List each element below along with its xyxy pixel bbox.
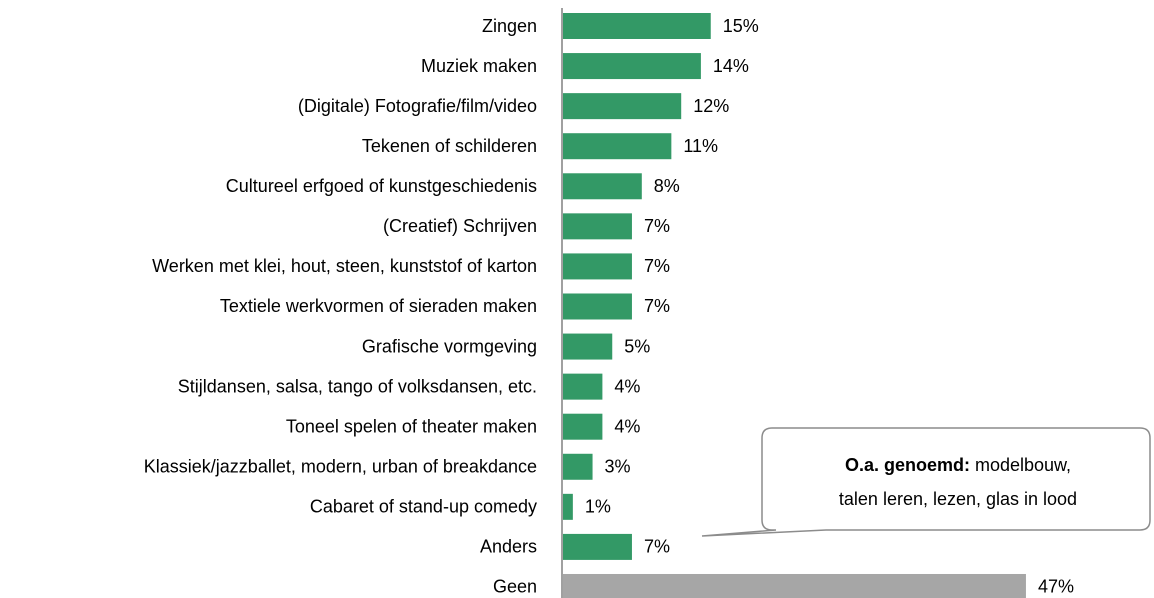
- value-label: 5%: [624, 336, 650, 356]
- bar: [563, 253, 632, 280]
- category-label: Stijldansen, salsa, tango of volksdansen…: [178, 376, 537, 396]
- bar: [563, 93, 682, 120]
- callout-line: O.a. genoemd: modelbouw,: [845, 455, 1071, 475]
- value-label: 12%: [693, 96, 729, 116]
- value-label: 4%: [614, 376, 640, 396]
- callout-text: talen leren, lezen, glas in lood: [839, 489, 1077, 509]
- value-label: 7%: [644, 216, 670, 236]
- bar: [563, 213, 632, 240]
- bar: [563, 573, 1026, 598]
- bar: [563, 133, 672, 160]
- bar: [563, 293, 632, 320]
- value-label: 8%: [654, 176, 680, 196]
- category-label: Cultureel erfgoed of kunstgeschiedenis: [226, 176, 537, 196]
- value-label: 11%: [683, 136, 718, 156]
- category-label: Tekenen of schilderen: [362, 136, 537, 156]
- category-label: Geen: [493, 577, 537, 597]
- category-label: Klassiek/jazzballet, modern, urban of br…: [144, 457, 537, 477]
- category-label: Zingen: [482, 16, 537, 36]
- callout: [701, 427, 1151, 537]
- value-label: 3%: [605, 457, 631, 477]
- callout-bold: O.a. genoemd:: [845, 455, 970, 475]
- value-label: 7%: [644, 256, 670, 276]
- category-label: Anders: [480, 537, 537, 557]
- category-label: Muziek maken: [421, 56, 537, 76]
- value-label: 14%: [713, 56, 749, 76]
- bar: [563, 373, 603, 400]
- category-label: Grafische vormgeving: [362, 336, 537, 356]
- bar: [563, 13, 711, 39]
- bar: [563, 333, 613, 360]
- value-label: 7%: [644, 537, 670, 557]
- bar: [563, 173, 642, 200]
- value-label: 4%: [614, 416, 640, 436]
- value-label: 47%: [1038, 577, 1074, 597]
- value-label: 7%: [644, 296, 670, 316]
- callout-text: modelbouw,: [975, 455, 1071, 475]
- category-label: (Digitale) Fotografie/film/video: [298, 96, 537, 116]
- category-label: Toneel spelen of theater maken: [286, 416, 537, 436]
- bar: [563, 53, 701, 80]
- bar: [563, 493, 573, 520]
- bar: [563, 413, 603, 440]
- category-label: Textiele werkvormen of sieraden maken: [220, 296, 537, 316]
- category-label: Werken met klei, hout, steen, kunststof …: [152, 256, 537, 276]
- category-label: Cabaret of stand-up comedy: [310, 497, 537, 517]
- bar: [563, 533, 632, 560]
- value-label: 15%: [723, 16, 759, 36]
- category-label: (Creatief) Schrijven: [383, 216, 537, 236]
- bar: [563, 453, 593, 480]
- value-label: 1%: [585, 497, 611, 517]
